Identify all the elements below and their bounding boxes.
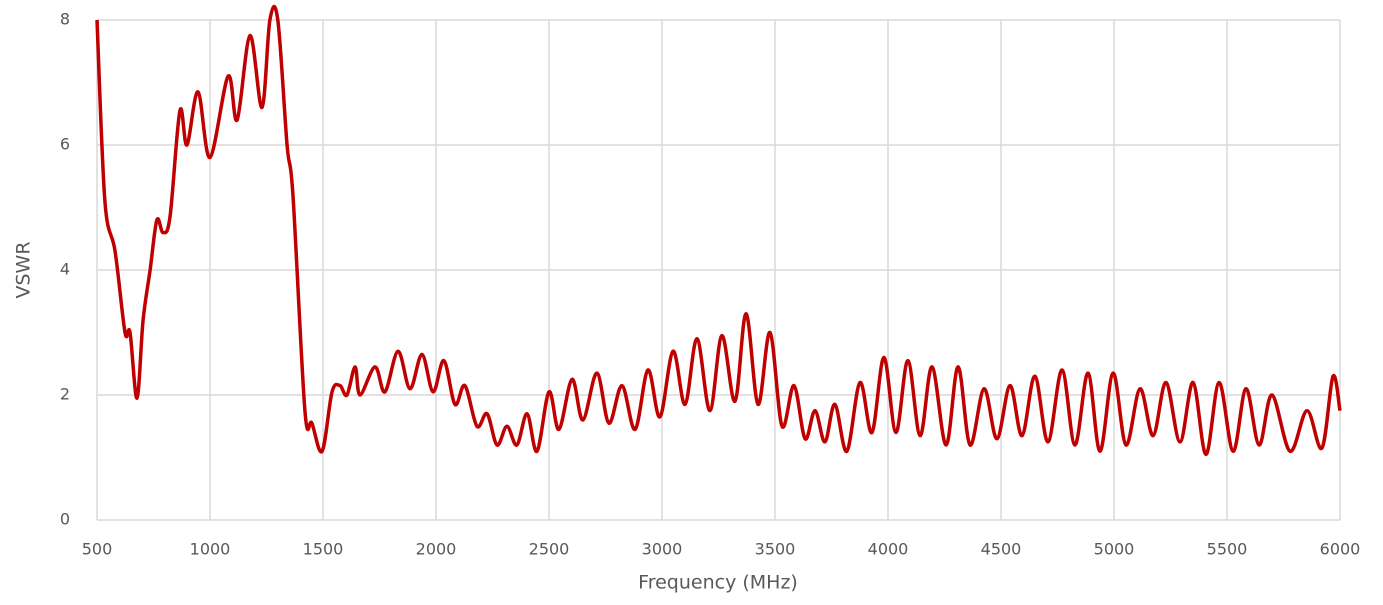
- y-tick-label: 0: [60, 510, 70, 529]
- x-tick-label: 1500: [303, 540, 344, 559]
- x-tick-label: 3500: [755, 540, 796, 559]
- x-axis-title: Frequency (MHz): [638, 572, 798, 594]
- x-tick-label: 4500: [981, 540, 1022, 559]
- y-axis-title: VSWR: [13, 241, 35, 298]
- data-line: [95, 4, 1342, 457]
- x-tick-label: 2000: [416, 540, 457, 559]
- x-tick-label: 500: [82, 540, 113, 559]
- y-tick-label: 6: [60, 135, 70, 154]
- y-tick-label: 2: [60, 385, 70, 404]
- x-tick-label: 6000: [1320, 540, 1361, 559]
- y-tick-label: 4: [60, 260, 70, 279]
- x-tick-label: 1000: [190, 540, 231, 559]
- x-tick-label: 3000: [642, 540, 683, 559]
- x-tick-label: 5500: [1207, 540, 1248, 559]
- x-tick-label: 4000: [868, 540, 909, 559]
- x-tick-label: 2500: [529, 540, 570, 559]
- y-tick-label: 8: [60, 10, 70, 29]
- x-tick-label: 5000: [1094, 540, 1135, 559]
